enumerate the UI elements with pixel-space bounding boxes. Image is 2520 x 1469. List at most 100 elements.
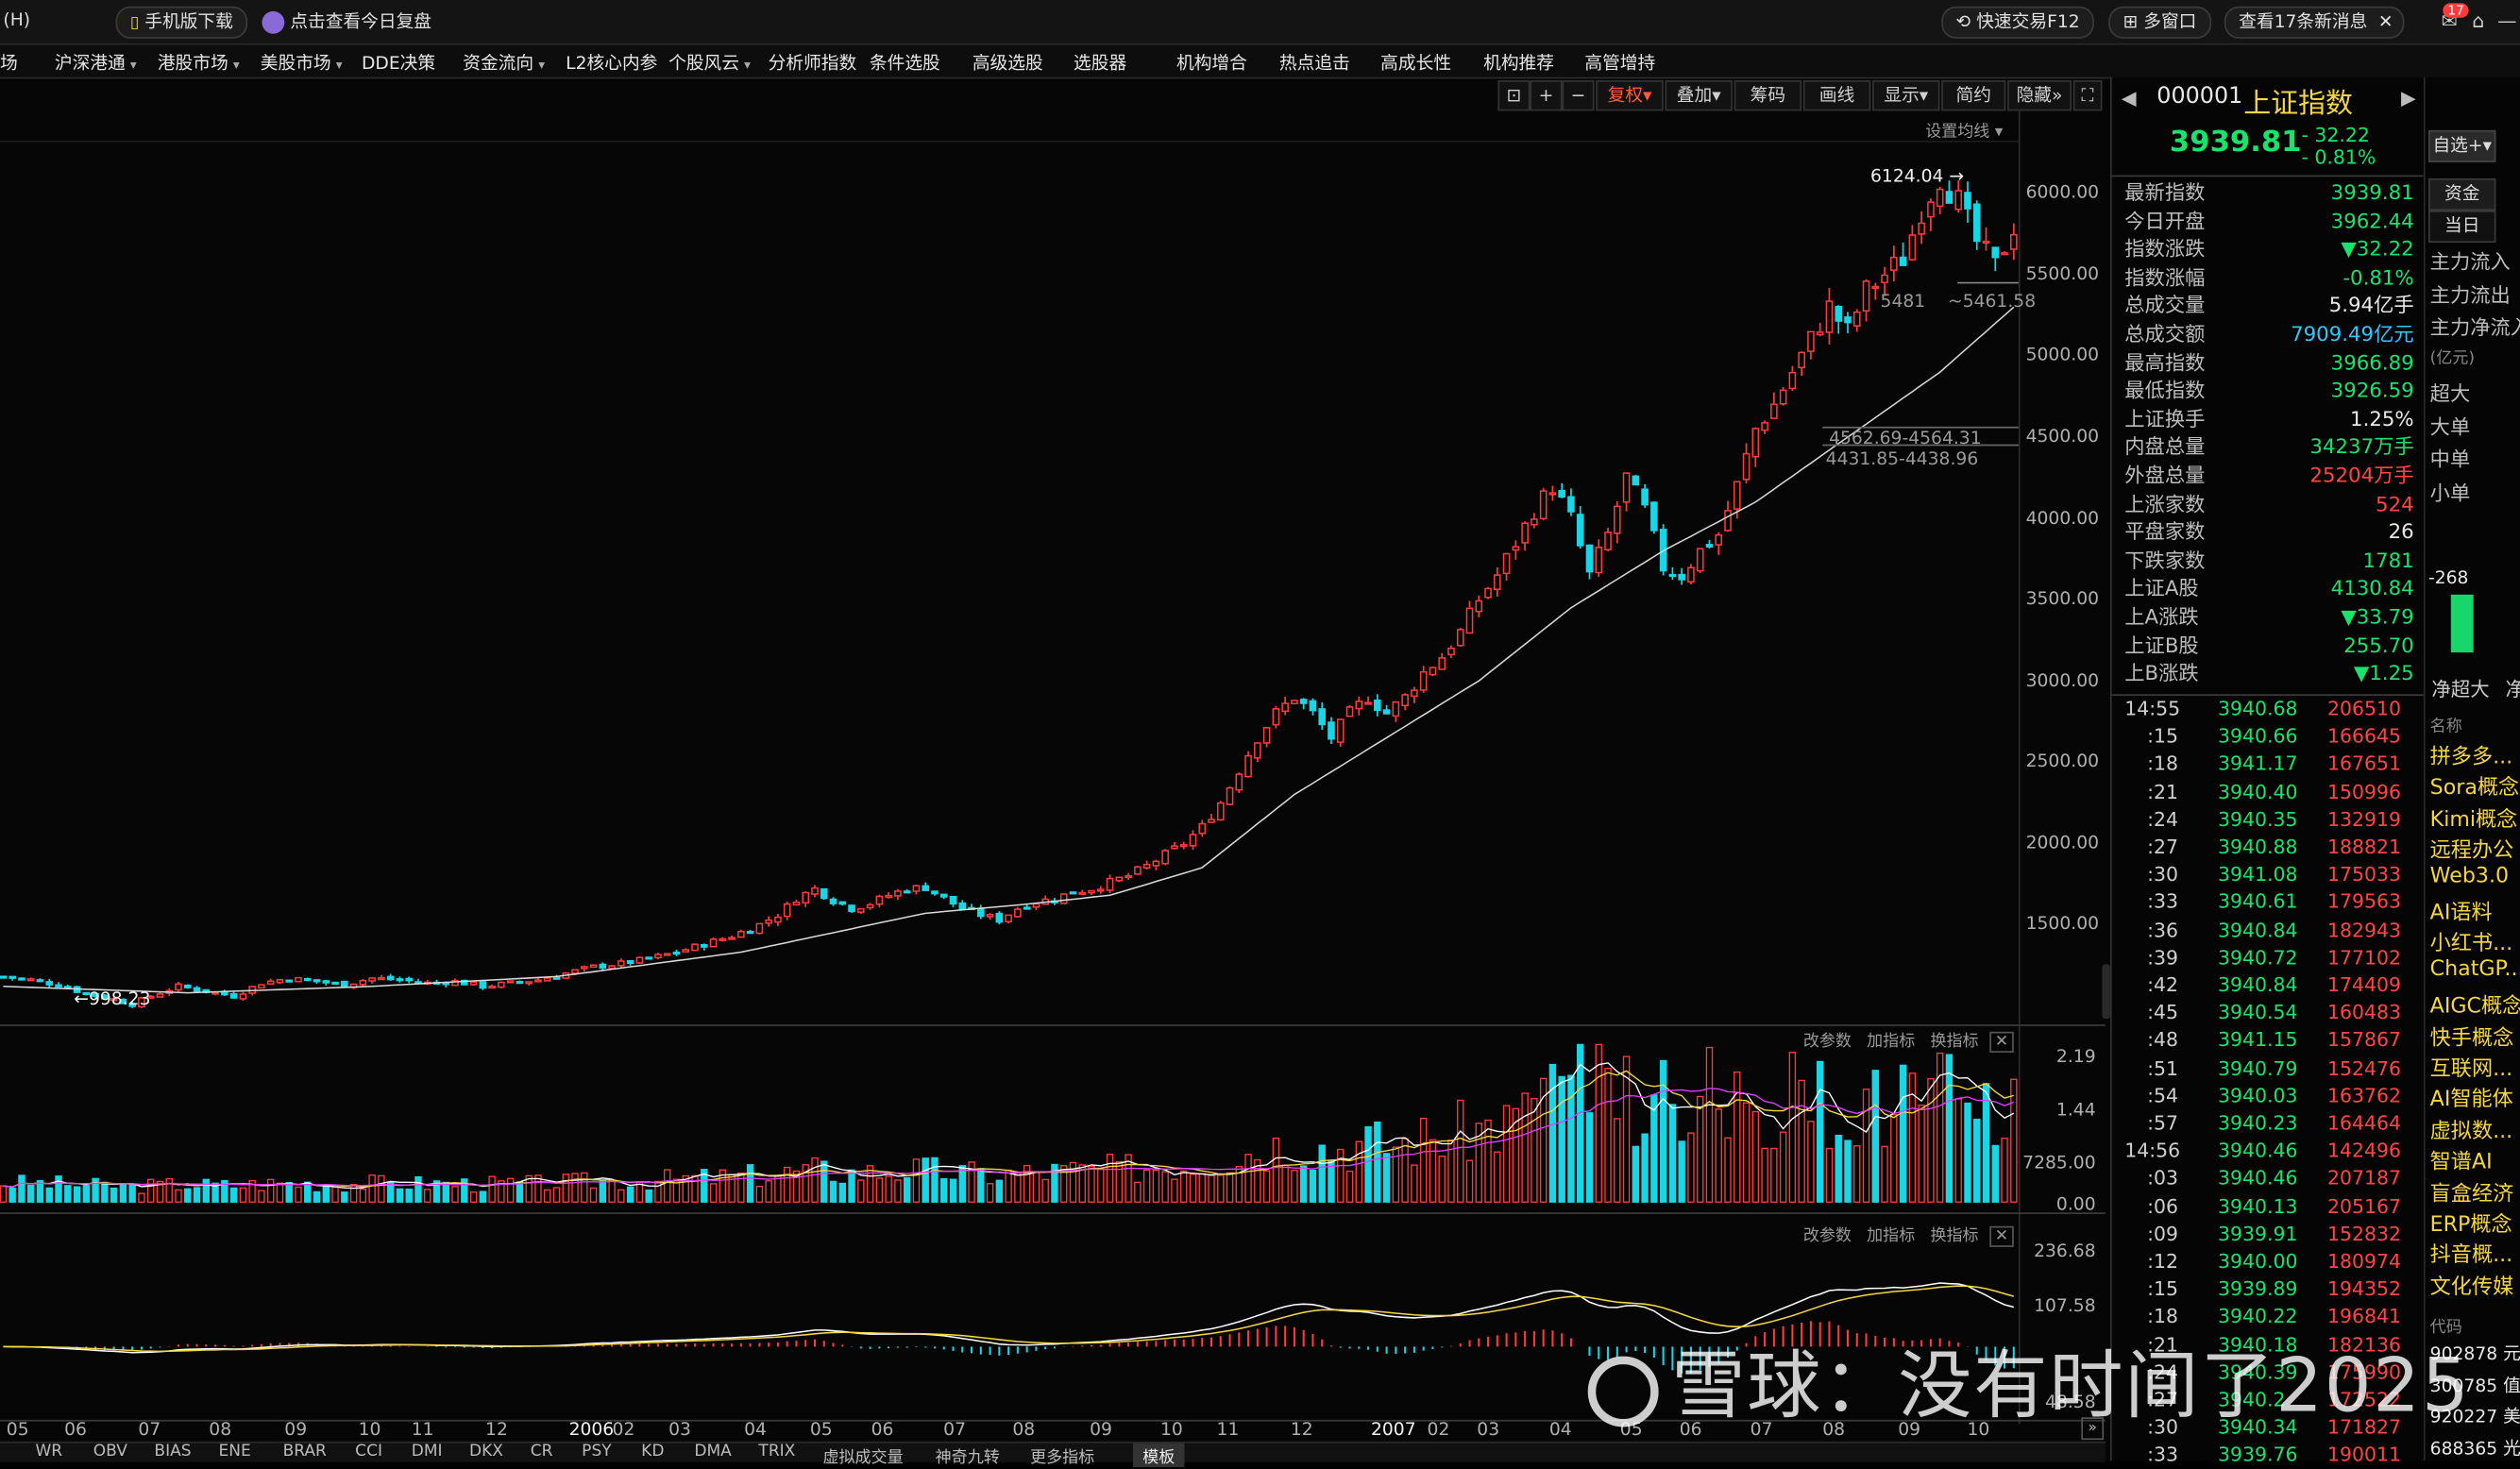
concept-list[interactable]: 拼多多... Sora概念 Kimi概念 远程办公 Web3.0 AI语料小红书... Ch… bbox=[2426, 739, 2520, 1302]
minimize-icon[interactable]: — bbox=[2497, 9, 2517, 33]
menu-item[interactable]: 港股市场 ▾ bbox=[158, 50, 240, 76]
indicator-tab[interactable]: 模板 bbox=[1133, 1443, 1185, 1468]
concept-item[interactable]: AI语料 bbox=[2429, 901, 2493, 926]
switch-indicator-button[interactable]: 换指标 bbox=[1930, 1227, 1979, 1246]
next-stock-icon[interactable]: ▶ bbox=[2401, 86, 2416, 110]
indicator-tab[interactable]: DKX bbox=[469, 1443, 503, 1461]
indicator-tab[interactable]: PSY bbox=[582, 1443, 612, 1461]
menu-item[interactable]: 高成长性 bbox=[1380, 50, 1451, 76]
add-favorite-button[interactable]: 自选+▾ bbox=[2427, 129, 2496, 162]
range-annotation: ~5461.58 bbox=[1948, 292, 2036, 312]
add-indicator-button[interactable]: 加指标 bbox=[1867, 1227, 1916, 1246]
concept-item[interactable]: Sora概念 bbox=[2429, 776, 2520, 802]
news-button[interactable]: 查看17条新消息 ✕ bbox=[2224, 6, 2405, 39]
indicator-tab[interactable]: TRIX bbox=[758, 1443, 796, 1461]
mobile-download-button[interactable]: ▯ 手机版下载 bbox=[115, 6, 248, 39]
home-icon[interactable]: ⌂ bbox=[2472, 9, 2485, 33]
indicator-tab[interactable]: 虚拟成交量 bbox=[822, 1449, 904, 1468]
menu-item[interactable]: 高管增持 bbox=[1584, 50, 1655, 76]
params-button[interactable]: 改参数 bbox=[1802, 1227, 1852, 1246]
restore-rights-button[interactable]: 复权▾ bbox=[1596, 80, 1664, 111]
indicator-tab[interactable]: OBV bbox=[93, 1443, 127, 1461]
hide-button[interactable]: 隐藏» bbox=[2007, 80, 2072, 111]
concept-item[interactable]: 互联网... bbox=[2429, 1057, 2513, 1082]
daily-review-link[interactable]: 点击查看今日复盘 bbox=[262, 8, 431, 34]
menu-item[interactable]: 条件选股 bbox=[870, 50, 940, 76]
indicator-tab[interactable]: CR bbox=[530, 1443, 553, 1461]
kline-chart[interactable]: 6124.04 → ←998.23 5481 ~5461.58 4562.69-4564… bbox=[0, 76, 2106, 1442]
indicator-tab[interactable]: 更多指标 bbox=[1030, 1449, 1095, 1468]
close-icon[interactable]: ✕ bbox=[1989, 1031, 2014, 1053]
stock-code-item[interactable]: 688365 光 bbox=[2429, 1437, 2520, 1459]
menu-item[interactable]: 选股器 bbox=[1074, 50, 1126, 76]
draw-line-button[interactable]: 画线 bbox=[1802, 80, 1871, 111]
menu-item[interactable]: 高级选股 bbox=[972, 50, 1043, 76]
concept-item[interactable]: 小红书... bbox=[2429, 932, 2513, 957]
indicator-tab[interactable]: 神奇九转 bbox=[935, 1449, 1000, 1468]
params-button[interactable]: 改参数 bbox=[1802, 1033, 1852, 1052]
concept-item[interactable]: AIGC概念 bbox=[2429, 994, 2520, 1020]
concept-item[interactable]: AI智能体 bbox=[2429, 1089, 2513, 1113]
tab-funds[interactable]: 资金 bbox=[2427, 177, 2496, 211]
menu-item[interactable]: 沪深港通 ▾ bbox=[55, 50, 137, 76]
indicator-tab[interactable]: KD bbox=[641, 1443, 665, 1461]
menu-item[interactable]: 美股市场 ▾ bbox=[261, 50, 343, 76]
multi-window-label: 多窗口 bbox=[2143, 10, 2197, 33]
concept-item[interactable]: Kimi概念 bbox=[2429, 807, 2518, 833]
tab-today[interactable]: 当日 bbox=[2427, 210, 2496, 244]
concept-item[interactable]: 智谱AI bbox=[2429, 1151, 2493, 1175]
concept-item[interactable]: 虚拟数... bbox=[2429, 1120, 2513, 1144]
close-icon[interactable]: ✕ bbox=[2377, 10, 2393, 33]
close-icon[interactable]: ✕ bbox=[1989, 1225, 2014, 1247]
stock-code-item[interactable]: 300785 值 bbox=[2429, 1375, 2520, 1396]
concept-item[interactable]: ERP概念 bbox=[2429, 1213, 2512, 1238]
tick-volume: 150996 bbox=[2327, 780, 2402, 803]
overlay-button[interactable]: 叠加▾ bbox=[1665, 80, 1733, 111]
candle-body bbox=[783, 903, 791, 918]
prev-stock-icon[interactable]: ◀ bbox=[2121, 86, 2137, 110]
concept-item[interactable]: 拼多多... bbox=[2429, 745, 2513, 770]
menu-item[interactable]: L2核心内参 bbox=[566, 50, 657, 76]
menu-item[interactable]: 场 bbox=[0, 50, 18, 76]
zoom-out-icon[interactable]: − bbox=[1562, 80, 1595, 111]
quick-trade-button[interactable]: ⟲ 快速交易F12 bbox=[1941, 6, 2095, 39]
indicator-tab[interactable]: BIAS bbox=[154, 1443, 192, 1461]
menu-item[interactable]: 机构推荐 bbox=[1483, 50, 1554, 76]
stock-code-item[interactable]: 920227 美 bbox=[2429, 1406, 2520, 1427]
indicator-tab[interactable]: CCI bbox=[355, 1443, 382, 1461]
fullscreen-icon[interactable]: ⛶ bbox=[2072, 80, 2103, 111]
zoom-in-icon[interactable]: + bbox=[1530, 80, 1563, 111]
multi-window-button[interactable]: ⊞ 多窗口 bbox=[2108, 6, 2211, 39]
display-button[interactable]: 显示▾ bbox=[1872, 80, 1940, 111]
unlock-icon[interactable]: ⊡ bbox=[1497, 80, 1531, 111]
tick-time: :39 bbox=[2147, 946, 2178, 970]
concept-item[interactable]: 抖音概... bbox=[2429, 1244, 2513, 1269]
panel-splitter[interactable] bbox=[2102, 964, 2110, 1020]
simple-button[interactable]: 简约 bbox=[1941, 80, 2006, 111]
concept-item[interactable]: 快手概念 bbox=[2429, 1025, 2514, 1051]
indicator-tab[interactable]: WR bbox=[35, 1443, 63, 1461]
tick-list[interactable]: 14:55 3940.68 206510:15 3940.66 166645:18 394… bbox=[2112, 693, 2426, 1466]
concept-item[interactable]: 文化传媒 bbox=[2429, 1275, 2514, 1300]
chips-button[interactable]: 筹码 bbox=[1734, 80, 1802, 111]
concept-item[interactable]: 远程办公 bbox=[2429, 838, 2514, 864]
menu-item[interactable]: DDE决策 bbox=[362, 50, 435, 76]
code-list[interactable]: 902878 元 300785 值 920227 美 688365 光 bbox=[2426, 1341, 2520, 1461]
set-ma-link[interactable]: 设置均线 ▾ bbox=[1925, 124, 2004, 142]
concept-item[interactable]: 盲盒经济 bbox=[2429, 1182, 2514, 1207]
menu-item[interactable]: 个股风云 ▾ bbox=[668, 50, 751, 76]
add-indicator-button[interactable]: 加指标 bbox=[1867, 1033, 1916, 1052]
concept-item[interactable]: Web3.0 bbox=[2429, 864, 2510, 888]
menu-item[interactable]: 热点追击 bbox=[1279, 50, 1350, 76]
switch-indicator-button[interactable]: 换指标 bbox=[1930, 1033, 1979, 1052]
indicator-tab[interactable]: DMI bbox=[411, 1443, 443, 1461]
menu-item[interactable]: 机构增合 bbox=[1176, 50, 1247, 76]
indicator-tab[interactable]: DMA bbox=[694, 1443, 732, 1461]
indicator-tab[interactable]: ENE bbox=[218, 1443, 251, 1461]
menu-item[interactable]: 分析师指数 bbox=[769, 50, 857, 76]
menu-item[interactable]: 资金流向 ▾ bbox=[463, 50, 545, 76]
scroll-right-icon[interactable]: » bbox=[2081, 1417, 2105, 1441]
indicator-tab[interactable]: BRAR bbox=[282, 1443, 327, 1461]
concept-item[interactable]: ChatGP... bbox=[2429, 957, 2520, 982]
stock-code-item[interactable]: 902878 元 bbox=[2429, 1343, 2520, 1365]
